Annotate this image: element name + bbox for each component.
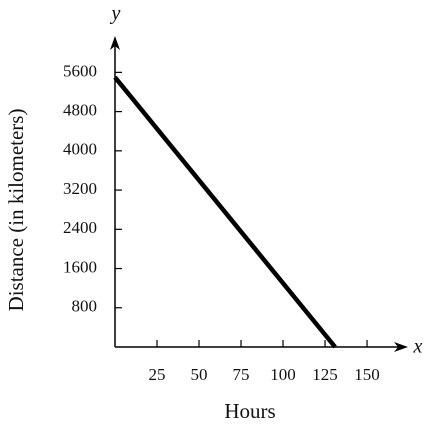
x-axis-symbol: x: [413, 336, 423, 358]
y-tick-label: 5600: [63, 61, 97, 80]
x-tick-label: 100: [270, 365, 296, 384]
x-axis-title: Hours: [224, 399, 275, 423]
x-axis-arrow: [394, 342, 408, 352]
y-tick-label: 4000: [63, 140, 97, 159]
x-tick-label: 75: [233, 365, 250, 384]
y-tick-label: 2400: [63, 218, 97, 237]
x-tick-label: 125: [312, 365, 338, 384]
y-tick-label: 4800: [63, 101, 97, 120]
x-tick-label: 150: [354, 365, 380, 384]
y-axis-symbol: y: [110, 3, 121, 25]
data-line: [113, 75, 337, 349]
x-tick-label: 50: [191, 365, 208, 384]
x-tick-label: 25: [149, 365, 166, 384]
y-tick-label: 3200: [63, 179, 97, 198]
y-axis-title: Distance (in kilometers): [4, 109, 28, 312]
y-tick-label: 1600: [63, 257, 97, 276]
y-tick-label: 800: [72, 297, 98, 316]
y-axis-arrow: [110, 36, 120, 50]
